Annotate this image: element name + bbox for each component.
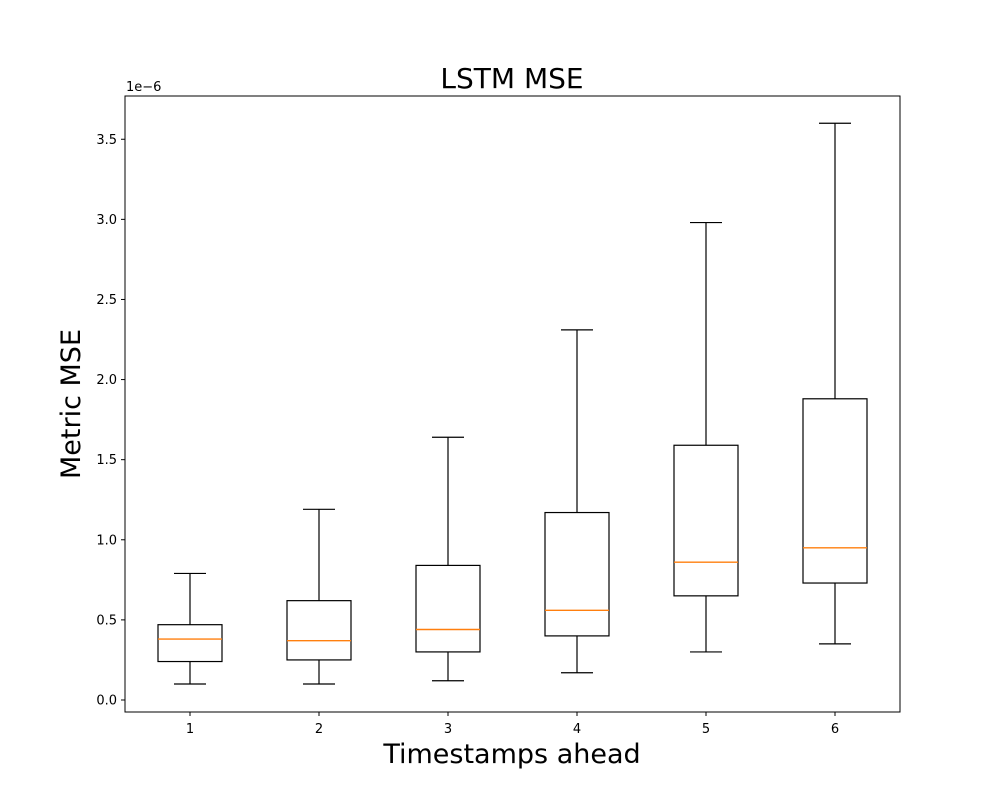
y-tick-label: 1.0 [96,533,117,548]
y-tick-label: 3.5 [96,133,117,148]
y-tick-label: 1.5 [96,453,117,468]
axes-frame [124,95,901,713]
box-iqr [286,600,352,661]
x-axis-label: Timestamps ahead [382,739,640,770]
chart-title: LSTM MSE [440,62,583,95]
y-tick-label: 0.0 [96,693,117,708]
x-tick-label: 1 [186,722,194,737]
y-tick-label: 2.0 [96,373,117,388]
x-tick-label: 3 [444,722,452,737]
x-tick-label: 2 [315,722,323,737]
box-iqr [673,444,739,597]
box-iqr [802,398,868,584]
box-iqr [157,624,223,663]
y-axis-label: Metric MSE [56,329,87,479]
box-iqr [415,564,481,653]
box-iqr [544,511,610,637]
plot-area: 0.0 0.5 1.0 1.5 2.0 2.5 3.0 3.5 1 2 3 4 5 6 [96,122,868,737]
y-tick-label: 2.5 [96,293,117,308]
y-axis-offset-label: 1e−6 [126,80,161,95]
x-tick-label: 5 [702,722,710,737]
y-tick-label: 0.5 [96,613,117,628]
x-tick-label: 4 [573,722,581,737]
x-tick-label: 6 [831,722,839,737]
y-tick-label: 3.0 [96,213,117,228]
